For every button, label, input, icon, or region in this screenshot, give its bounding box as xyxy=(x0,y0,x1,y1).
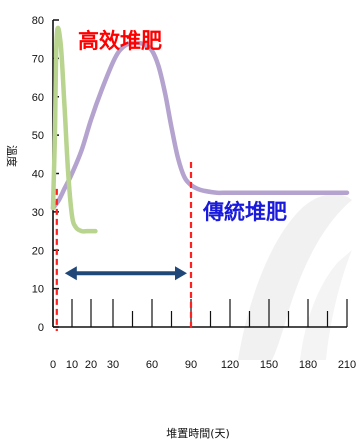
y-tick-label: 60 xyxy=(32,92,44,104)
y-tick-label: 20 xyxy=(32,245,44,257)
annotation-traditional: 傳統堆肥 xyxy=(202,200,287,224)
y-tick-label: 70 xyxy=(32,53,44,65)
y-axis-title: 溫度 xyxy=(5,145,19,167)
x-tick-label: 210 xyxy=(338,359,356,371)
x-tick-label: 120 xyxy=(221,359,239,371)
y-tick-label: 0 xyxy=(38,322,44,334)
x-tick-label: 10 xyxy=(66,359,78,371)
markers xyxy=(55,161,193,331)
annotation-high-efficiency: 高效堆肥 xyxy=(78,29,162,53)
y-tick-label: 80 xyxy=(32,15,44,27)
series-line-0 xyxy=(50,40,350,211)
range-arrow-head-left xyxy=(64,266,77,281)
x-tick-label: 30 xyxy=(107,359,119,371)
y-tick-label: 50 xyxy=(32,130,44,142)
series-line-1 xyxy=(50,25,98,234)
y-axis-title-char-1: 溫度 xyxy=(5,145,19,167)
x-tick-label: 90 xyxy=(185,359,197,371)
x-tick-label: 0 xyxy=(50,359,56,371)
x-tick-label: 60 xyxy=(146,359,158,371)
watermark-swoosh xyxy=(238,194,352,360)
series xyxy=(50,25,350,234)
x-tick-label: 20 xyxy=(85,359,97,371)
x-tick-label: 180 xyxy=(299,359,317,371)
y-tick-label: 40 xyxy=(32,169,44,181)
x-axis-title: 堆置時間(天) xyxy=(166,427,230,440)
y-tick-label: 30 xyxy=(32,207,44,219)
x-tick-label: 150 xyxy=(260,359,278,371)
y-tick-label: 10 xyxy=(32,284,44,296)
range-arrow-head-right xyxy=(175,266,187,281)
